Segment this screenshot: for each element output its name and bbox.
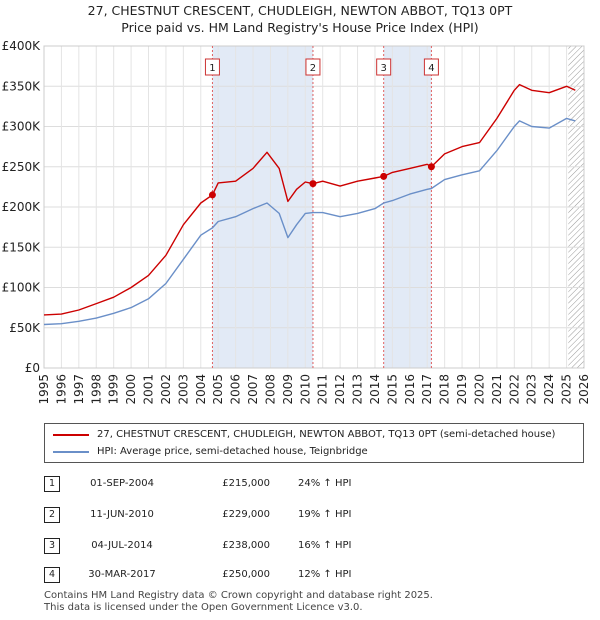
x-tick-label: 2002: [159, 374, 173, 405]
x-tick-label: 2004: [194, 374, 208, 405]
x-tick-label: 2024: [542, 374, 556, 405]
transaction-hpi: 19% ↑ HPI: [298, 509, 352, 520]
transaction-number: 1: [44, 476, 60, 492]
x-tick-label: 2018: [438, 374, 452, 405]
transaction-price: £215,000: [222, 478, 270, 489]
x-tick-label: 2023: [525, 374, 539, 405]
chart-title: 27, CHESTNUT CRESCENT, CHUDLEIGH, NEWTON…: [87, 3, 513, 18]
transaction-row: 3 04-JUL-2014 £238,000 16% ↑ HPI: [0, 538, 600, 554]
x-tick-label: 2016: [403, 374, 417, 405]
x-tick-label: 2009: [281, 374, 295, 405]
y-tick-label: £350K: [2, 79, 42, 93]
x-tick-label: 2007: [246, 374, 260, 405]
sale-point: [208, 191, 216, 199]
transaction-date: 01-SEP-2004: [90, 478, 154, 489]
transaction-row: 4 30-MAR-2017 £250,000 12% ↑ HPI: [0, 567, 600, 583]
plot-frame: [43, 45, 585, 369]
transaction-number: 4: [44, 567, 60, 583]
y-tick-label: £0: [25, 361, 40, 375]
x-tick-label: 2006: [229, 374, 243, 405]
x-tick-label: 2011: [316, 374, 330, 405]
transaction-date: 30-MAR-2017: [88, 569, 156, 580]
transaction-price: £229,000: [222, 509, 270, 520]
x-tick-label: 2003: [176, 374, 190, 405]
y-tick-label: £250K: [2, 160, 42, 174]
footer-licence: This data is licensed under the Open Gov…: [44, 602, 363, 613]
x-tick-label: 2022: [507, 374, 521, 405]
x-tick-label: 1996: [54, 374, 68, 405]
x-tick-label: 1999: [107, 374, 121, 405]
y-tick-label: £50K: [9, 321, 41, 335]
transaction-hpi: 24% ↑ HPI: [298, 478, 352, 489]
x-tick-label: 1998: [89, 374, 103, 405]
y-tick-label: £200K: [2, 200, 42, 214]
y-tick-label: £100K: [2, 281, 42, 295]
transaction-hpi: 16% ↑ HPI: [298, 540, 352, 551]
x-tick-label: 2005: [211, 374, 225, 405]
x-tick-label: 2010: [298, 374, 312, 405]
y-tick-label: £300K: [2, 120, 42, 134]
sale-point: [309, 180, 317, 188]
sale-label: 4: [428, 63, 434, 74]
sale-label: 3: [380, 63, 386, 74]
x-tick-label: 1997: [72, 374, 86, 405]
transaction-number: 3: [44, 538, 60, 554]
sale-label-box: [204, 58, 220, 76]
transaction-row: 1 01-SEP-2004 £215,000 24% ↑ HPI: [0, 476, 600, 492]
transaction-date: 11-JUN-2010: [90, 509, 154, 520]
price-chart: £0 £50K £100K £150K £200K £250K £300K £350K £400…: [2, 39, 591, 405]
x-tick-label: 2001: [142, 374, 156, 405]
series-line: [43, 117, 576, 326]
x-tick-label: 2012: [333, 374, 347, 405]
sale-label-box: [423, 58, 439, 76]
transaction-number: 2: [44, 507, 60, 523]
y-tick-label: £400K: [2, 39, 42, 53]
x-tick-label: 2014: [368, 374, 382, 405]
footer-copyright: Contains HM Land Registry data © Crown c…: [44, 590, 433, 601]
chart-legend: 27, CHESTNUT CRESCENT, CHUDLEIGH, NEWTON…: [44, 423, 584, 463]
sale-label: 2: [310, 63, 316, 74]
legend-swatch-property: [53, 434, 89, 436]
x-tick-label: 2015: [385, 374, 399, 405]
transaction-row: 2 11-JUN-2010 £229,000 19% ↑ HPI: [0, 507, 600, 523]
x-tick-label: 2008: [263, 374, 277, 405]
sale-label: 1: [209, 63, 215, 74]
x-tick-label: 2017: [420, 374, 434, 405]
legend-label-hpi: HPI: Average price, semi-detached house,…: [97, 446, 368, 457]
x-tick-label: 2000: [124, 374, 138, 405]
transaction-price: £238,000: [222, 540, 270, 551]
legend-swatch-hpi: [53, 451, 89, 453]
x-tick-label: 2013: [351, 374, 365, 405]
transaction-date: 04-JUL-2014: [91, 540, 153, 551]
transaction-price: £250,000: [222, 569, 270, 580]
sale-point: [380, 172, 388, 180]
legend-label-property: 27, CHESTNUT CRESCENT, CHUDLEIGH, NEWTON…: [97, 429, 556, 440]
sale-label-box: [376, 58, 392, 76]
sale-point: [427, 163, 435, 171]
x-tick-label: 2026: [577, 374, 591, 405]
chart-subtitle: Price paid vs. HM Land Registry's House …: [121, 20, 479, 35]
x-tick-label: 2025: [560, 374, 574, 405]
x-tick-label: 1995: [37, 374, 51, 405]
transaction-hpi: 12% ↑ HPI: [298, 569, 352, 580]
x-tick-label: 2020: [472, 374, 486, 405]
x-tick-label: 2021: [490, 374, 504, 405]
x-tick-label: 2019: [455, 374, 469, 405]
sale-label-box: [305, 58, 321, 76]
y-tick-label: £150K: [2, 240, 42, 254]
